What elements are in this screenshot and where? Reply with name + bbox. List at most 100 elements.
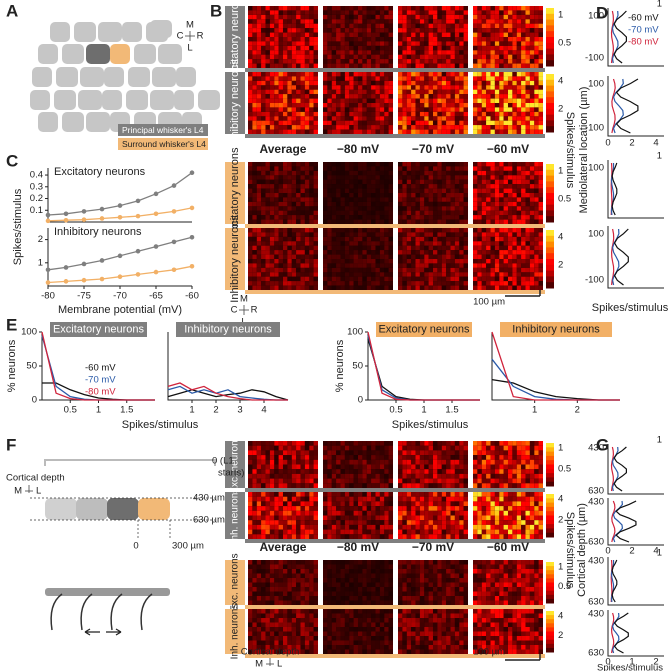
heatmap-cell (389, 281, 393, 285)
heatmap-cell (477, 455, 481, 460)
heatmap-cell (420, 33, 424, 37)
heatmap-cell (296, 259, 300, 263)
heatmap-cell (539, 46, 543, 50)
heatmap-cell (287, 250, 291, 254)
heatmap-cell (384, 281, 388, 285)
heatmap-cell (358, 506, 362, 511)
heatmap-cell (455, 497, 459, 502)
heatmap-cell (491, 189, 495, 193)
heatmap-cell (486, 46, 490, 50)
heatmap-cell (301, 46, 305, 50)
heatmap-cell (437, 41, 441, 45)
heatmap-cell (345, 455, 349, 460)
heatmap-cell (301, 125, 305, 129)
heatmap-cell (283, 237, 287, 241)
heatmap-cell (301, 511, 305, 516)
heatmap-cell (398, 189, 402, 193)
heatmap-cell (362, 263, 366, 267)
heatmap-cell (473, 237, 477, 241)
heatmap-cell (371, 228, 375, 232)
heatmap-cell (442, 479, 446, 484)
heatmap-cell (345, 90, 349, 94)
heatmap-cell (292, 55, 296, 59)
barrel (134, 44, 156, 64)
heatmap-cell (508, 33, 512, 37)
heatmap-cell (309, 175, 313, 179)
heatmap-cell (301, 76, 305, 80)
heatmap-cell (416, 50, 420, 54)
barrel (158, 44, 182, 64)
colorbar-step (546, 469, 554, 474)
heatmap-cell (512, 263, 516, 267)
heatmap-cell (266, 64, 270, 68)
heatmap-cell (486, 90, 490, 94)
heatmap-cell (314, 85, 318, 89)
heatmap-cell (534, 206, 538, 210)
heatmap-cell (384, 197, 388, 201)
heatmap-cell (402, 24, 406, 28)
heatmap-cell (314, 232, 318, 236)
heatmap-cell (266, 55, 270, 59)
heatmap-cell (512, 162, 516, 166)
heatmap-cell (442, 116, 446, 120)
heatmap-cell (420, 455, 424, 460)
heatmap-cell (446, 6, 450, 10)
heatmap-cell (433, 268, 437, 272)
heatmap-cell (327, 246, 331, 250)
heatmap-cell (389, 206, 393, 210)
heatmap-cell (402, 215, 406, 219)
heatmap-cell (323, 72, 327, 76)
heatmap-cell (384, 103, 388, 107)
heatmap-cell (451, 441, 455, 446)
heatmap-cell (402, 130, 406, 134)
heatmap-cell (376, 37, 380, 41)
heatmap-cell (376, 28, 380, 32)
heatmap-cell (455, 166, 459, 170)
heatmap-cell (309, 85, 313, 89)
heatmap-cell (266, 455, 270, 460)
heatmap-cell (539, 268, 543, 272)
heatmap-cell (327, 446, 331, 451)
heatmap-cell (358, 501, 362, 506)
heatmap-cell (420, 506, 424, 511)
heatmap-cell (521, 277, 525, 281)
heatmap-cell (407, 94, 411, 98)
heatmap-cell (274, 90, 278, 94)
heatmap-cell (473, 28, 477, 32)
heatmap-cell (539, 246, 543, 250)
heatmap-cell (459, 286, 463, 290)
heatmap-cell (402, 450, 406, 455)
heatmap-cell (473, 450, 477, 455)
heatmap-cell (252, 175, 256, 179)
heatmap-cell (248, 511, 252, 516)
heatmap-cell (530, 107, 534, 111)
heatmap-cell (517, 24, 521, 28)
heatmap-cell (473, 516, 477, 521)
heatmap-cell (477, 246, 481, 250)
heatmap-cell (292, 520, 296, 525)
heatmap-cell (530, 175, 534, 179)
heatmap-cell (504, 272, 508, 276)
heatmap-cell (482, 193, 486, 197)
heatmap-cell (437, 232, 441, 236)
heatmap-cell (261, 263, 265, 267)
heatmap-cell (539, 465, 543, 470)
heatmap-cell (389, 241, 393, 245)
heatmap-cell (266, 474, 270, 479)
heatmap-cell (384, 497, 388, 502)
heatmap-cell (464, 94, 468, 98)
heatmap-cell (420, 511, 424, 516)
heatmap-cell (257, 85, 261, 89)
heatmap-cell (526, 232, 530, 236)
heatmap-cell (451, 85, 455, 89)
heatmap-cell (459, 28, 463, 32)
heatmap-cell (491, 534, 495, 539)
heatmap-cell (371, 50, 375, 54)
heatmap-cell (354, 112, 358, 116)
heatmap-cell (455, 255, 459, 259)
heatmap-cell (534, 59, 538, 63)
heatmap-cell (534, 130, 538, 134)
heatmap-cell (464, 250, 468, 254)
heatmap-cell (358, 268, 362, 272)
heatmap-cell (389, 28, 393, 32)
